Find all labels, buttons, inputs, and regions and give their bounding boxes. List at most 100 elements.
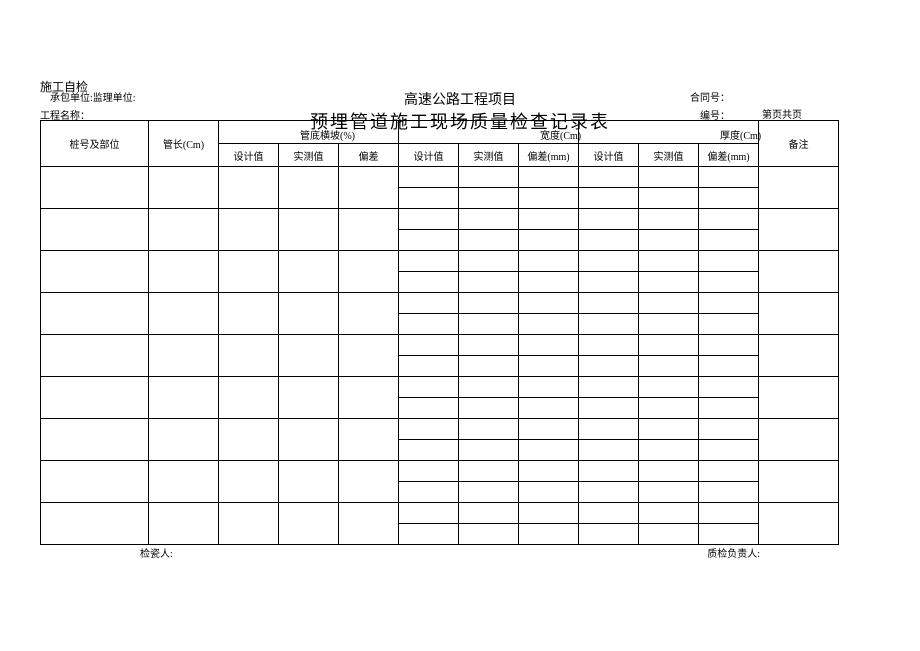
cell bbox=[519, 167, 579, 188]
cell bbox=[639, 251, 699, 272]
cell bbox=[149, 419, 219, 461]
cell bbox=[399, 230, 459, 251]
table-row bbox=[41, 167, 839, 188]
table-row bbox=[41, 503, 839, 524]
cell bbox=[279, 377, 339, 419]
main-title: 预埋管道施工现场质量检查记录表 bbox=[0, 108, 920, 134]
cell bbox=[41, 209, 149, 251]
cell bbox=[699, 419, 759, 440]
cell bbox=[699, 314, 759, 335]
cell bbox=[459, 314, 519, 335]
cell bbox=[579, 377, 639, 398]
cell bbox=[399, 377, 459, 398]
g3-design: 设计值 bbox=[579, 144, 639, 167]
cell bbox=[279, 503, 339, 545]
cell bbox=[459, 356, 519, 377]
cell bbox=[639, 230, 699, 251]
inspector-label: 检瓷人: bbox=[140, 545, 173, 560]
cell bbox=[699, 272, 759, 293]
cell bbox=[459, 335, 519, 356]
cell bbox=[339, 251, 399, 293]
cell bbox=[519, 230, 579, 251]
cell bbox=[41, 461, 149, 503]
cell bbox=[579, 188, 639, 209]
cell bbox=[699, 503, 759, 524]
cell bbox=[519, 461, 579, 482]
cell bbox=[699, 377, 759, 398]
cell bbox=[519, 335, 579, 356]
cell bbox=[519, 356, 579, 377]
cell bbox=[519, 419, 579, 440]
cell bbox=[399, 188, 459, 209]
cell bbox=[519, 293, 579, 314]
cell bbox=[399, 524, 459, 545]
cell bbox=[219, 293, 279, 335]
g2-dev: 偏差(mm) bbox=[519, 144, 579, 167]
cell bbox=[699, 251, 759, 272]
cell bbox=[149, 251, 219, 293]
cell bbox=[459, 188, 519, 209]
cell bbox=[149, 209, 219, 251]
g3-measured: 实测值 bbox=[639, 144, 699, 167]
cell bbox=[699, 230, 759, 251]
cell bbox=[579, 482, 639, 503]
table-row bbox=[41, 209, 839, 230]
cell bbox=[759, 461, 839, 503]
cell bbox=[149, 461, 219, 503]
cell bbox=[699, 524, 759, 545]
cell bbox=[639, 377, 699, 398]
cell bbox=[639, 482, 699, 503]
cell bbox=[699, 461, 759, 482]
table-row bbox=[41, 251, 839, 272]
cell bbox=[279, 209, 339, 251]
cell bbox=[459, 230, 519, 251]
cell bbox=[699, 335, 759, 356]
cell bbox=[759, 293, 839, 335]
cell bbox=[519, 314, 579, 335]
cell bbox=[699, 440, 759, 461]
cell bbox=[519, 188, 579, 209]
cell bbox=[459, 293, 519, 314]
cell bbox=[459, 272, 519, 293]
cell bbox=[149, 167, 219, 209]
cell bbox=[279, 251, 339, 293]
cell bbox=[459, 167, 519, 188]
cell bbox=[639, 314, 699, 335]
cell bbox=[149, 503, 219, 545]
cell bbox=[279, 293, 339, 335]
cell bbox=[699, 293, 759, 314]
qc-lead-label: 质检负责人: bbox=[707, 545, 760, 560]
cell bbox=[519, 272, 579, 293]
cell bbox=[579, 524, 639, 545]
cell bbox=[639, 503, 699, 524]
cell bbox=[639, 272, 699, 293]
cell bbox=[219, 209, 279, 251]
cell bbox=[219, 377, 279, 419]
table-row bbox=[41, 419, 839, 440]
cell bbox=[339, 335, 399, 377]
table-wrapper: 管底横坡(%) 宽度(Cm) 厚度(Cm) 桩号及部位 管长(Cm) 备注 bbox=[40, 120, 839, 545]
page-container: 施工自检 承包单位:监理单位: 高速公路工程项目 合同号： 预埋管道施工现场质量… bbox=[0, 0, 920, 90]
cell bbox=[459, 251, 519, 272]
cell bbox=[399, 398, 459, 419]
cell bbox=[519, 503, 579, 524]
cell bbox=[759, 377, 839, 419]
cell bbox=[579, 251, 639, 272]
cell bbox=[519, 482, 579, 503]
cell bbox=[399, 482, 459, 503]
cell bbox=[759, 251, 839, 293]
cell bbox=[519, 209, 579, 230]
cell bbox=[639, 461, 699, 482]
cell bbox=[41, 335, 149, 377]
cell bbox=[579, 293, 639, 314]
cell bbox=[339, 461, 399, 503]
cell bbox=[699, 209, 759, 230]
cell bbox=[399, 335, 459, 356]
cell bbox=[579, 209, 639, 230]
cell bbox=[149, 293, 219, 335]
cell bbox=[579, 503, 639, 524]
cell bbox=[459, 440, 519, 461]
cell bbox=[699, 356, 759, 377]
cell bbox=[459, 461, 519, 482]
cell bbox=[399, 209, 459, 230]
